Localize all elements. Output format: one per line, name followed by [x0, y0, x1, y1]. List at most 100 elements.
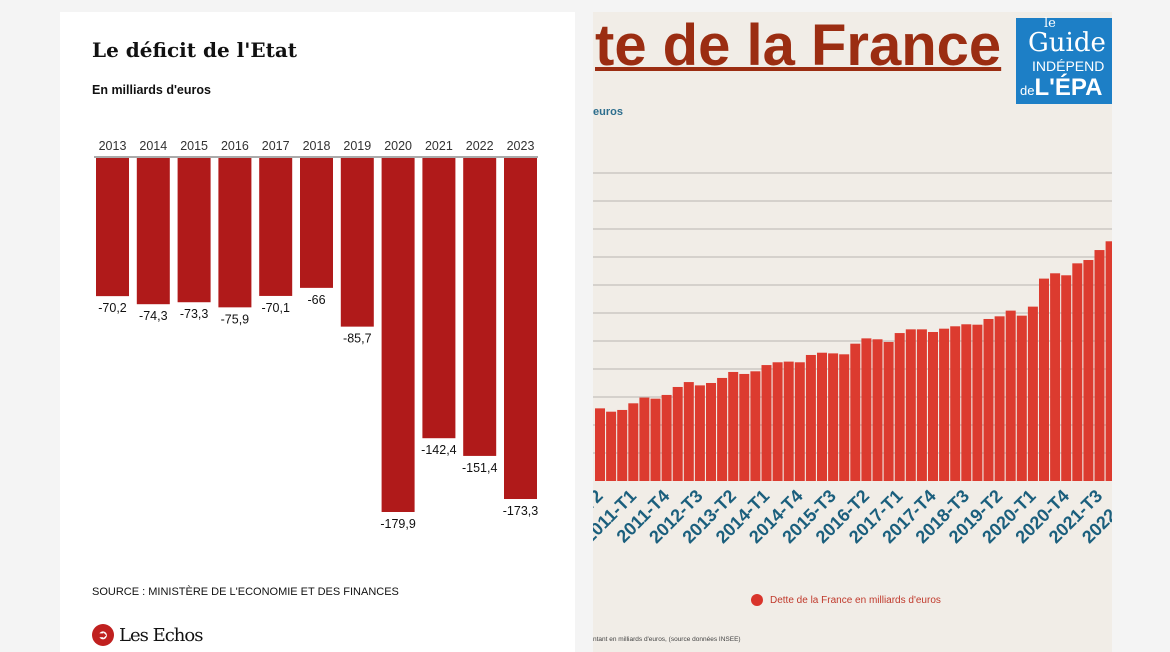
bar [463, 158, 497, 456]
bar [706, 382, 716, 481]
year-tick-label: 2016 [221, 139, 249, 153]
year-tick-label: 2021 [425, 139, 453, 153]
bar [761, 365, 772, 481]
bar [1105, 241, 1112, 481]
value-label: -142,4 [421, 443, 456, 457]
value-label: -179,9 [380, 517, 415, 531]
bar [1061, 275, 1072, 481]
bar [422, 158, 456, 439]
year-tick-label: 2020 [384, 139, 412, 153]
bar [177, 158, 211, 303]
bar [939, 328, 950, 481]
bar [794, 362, 805, 481]
bar [628, 403, 639, 481]
bar [136, 158, 170, 305]
bar [1027, 306, 1038, 481]
logo-line: deL'ÉPA [1020, 76, 1102, 100]
bar [717, 377, 728, 481]
les-echos-logo: ➲ Les Echos [92, 624, 203, 646]
bar [772, 362, 783, 481]
year-tick-label: 2023 [507, 139, 535, 153]
value-label: -70,2 [98, 301, 127, 315]
deficit-bar-chart: 2013 -70,2 2014 -74,3 2015 -73,3 2016 -75,9 2017… [94, 139, 538, 531]
bar [728, 371, 739, 481]
bar [504, 158, 537, 500]
bar [694, 385, 705, 481]
bar [340, 158, 374, 327]
year-tick-label: 2015 [180, 139, 208, 153]
bar [1072, 263, 1083, 481]
bar [1094, 250, 1105, 481]
bar [905, 329, 916, 481]
bar [750, 371, 761, 481]
year-tick-label: 2013 [99, 139, 127, 153]
legend-label: Dette de la France en milliards d'euros [770, 594, 941, 606]
legend-dot-icon [751, 594, 763, 606]
bar [883, 341, 894, 481]
logo-word: L'ÉPA [1034, 74, 1103, 101]
value-label: -66 [307, 293, 325, 307]
bar [994, 316, 1005, 481]
bar [1050, 273, 1061, 481]
bar [259, 158, 293, 296]
debt-bar-chart: 2010-T22011-T12011-T42012-T32013-T22014-… [593, 172, 1112, 547]
bar [595, 408, 605, 481]
year-tick-label: 2014 [139, 139, 167, 153]
chart-title: Le déficit de l'Etat [92, 38, 298, 62]
bar [983, 318, 994, 481]
bar [805, 354, 816, 481]
guide-epargne-logo: le Guide INDÉPEND deL'ÉPA [1016, 16, 1112, 104]
logo-prefix: de [1020, 83, 1035, 98]
bar [817, 352, 827, 481]
bar [961, 324, 972, 481]
bar [672, 386, 683, 481]
bar [972, 324, 983, 481]
footnote: ntant en milliards d'euros, (source donn… [593, 636, 741, 643]
unit-label: euros [593, 106, 623, 118]
bar [850, 343, 861, 481]
legend: Dette de la France en milliards d'euros [751, 594, 941, 606]
bar [300, 158, 333, 288]
debt-chart-panel: 2010-T2 2011-T1 2011-T4 2012-T3 2013-T2 2014-… [593, 12, 1112, 652]
bar [1016, 315, 1027, 481]
bar [1039, 278, 1049, 481]
value-label: -85,7 [343, 332, 372, 346]
bar [1083, 260, 1094, 481]
value-label: -73,3 [180, 307, 209, 321]
bar [650, 398, 661, 481]
bar [683, 382, 694, 481]
chart-subtitle: En milliards d'euros [92, 83, 211, 97]
bar [928, 331, 938, 481]
year-tick-label: 2019 [343, 139, 371, 153]
value-label: -151,4 [462, 461, 497, 475]
bar [916, 329, 927, 481]
bar [839, 354, 850, 481]
deficit-chart-panel: Le déficit de l'Etat En milliards d'euro… [60, 12, 575, 652]
bar [739, 373, 750, 481]
bar [894, 333, 905, 481]
bar [1005, 310, 1016, 481]
year-tick-label: 2018 [303, 139, 331, 153]
bar [639, 397, 650, 481]
logo-line: Guide [1028, 28, 1106, 58]
value-label: -70,1 [261, 301, 290, 315]
bar [861, 338, 872, 481]
logo-text: Les Echos [119, 624, 203, 646]
bar [661, 394, 672, 481]
value-label: -74,3 [139, 309, 168, 323]
les-echos-emblem-icon: ➲ [92, 624, 114, 646]
bar [828, 353, 839, 481]
year-tick-label: 2022 [466, 139, 494, 153]
bar [783, 361, 794, 481]
bar [872, 339, 883, 481]
year-tick-label: 2017 [262, 139, 290, 153]
chart-title: te de la France [595, 13, 1002, 78]
logo-line: le [1044, 16, 1056, 31]
logo-line: INDÉPEND [1032, 58, 1105, 74]
bar [950, 326, 961, 481]
bar [218, 158, 252, 308]
bar [606, 411, 617, 481]
source-note: SOURCE : MINISTÈRE DE L'ECONOMIE ET DES … [92, 586, 399, 598]
bar [381, 158, 415, 512]
bar [96, 158, 129, 297]
